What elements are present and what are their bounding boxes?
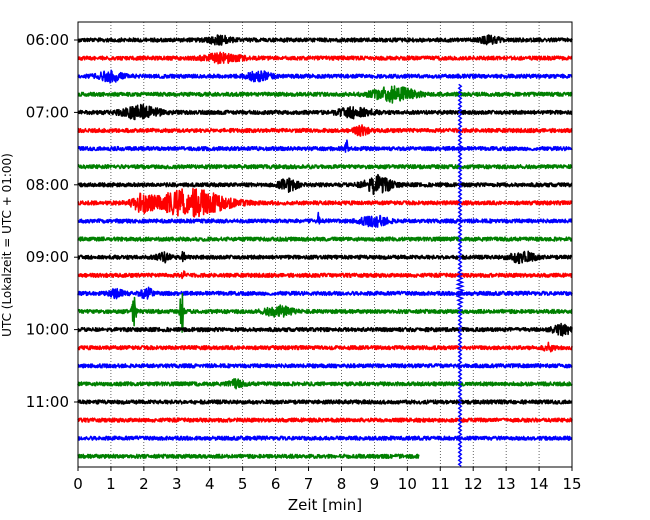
trace-07:00: [77, 103, 573, 121]
y-axis-label: UTC (Lokalzeit = UTC + 01:00): [0, 153, 14, 337]
trace-06:15: [77, 51, 573, 65]
trace-10:30: [77, 363, 573, 369]
x-tick-label: 8: [337, 475, 347, 493]
x-tick-label: 11: [431, 475, 450, 493]
grid-lines: [110, 22, 540, 467]
x-axis-ticks: 0 1 2 3 4 5 6 7 8 9 10 11 12 13 14 15: [73, 467, 582, 493]
x-tick-label: 7: [304, 475, 314, 493]
x-tick-label: 6: [271, 475, 281, 493]
trace-09:45: [77, 292, 573, 333]
x-tick-label: 5: [238, 475, 248, 493]
trace-11:15: [77, 417, 573, 423]
trace-09:15: [77, 270, 573, 280]
x-tick-label: 14: [530, 475, 549, 493]
x-tick-label: 12: [464, 475, 483, 493]
trace-10:00: [77, 322, 573, 337]
x-tick-label: 3: [172, 475, 182, 493]
plot-frame: [77, 21, 573, 468]
trace-11:45: [77, 453, 420, 459]
trace-07:30: [77, 139, 573, 153]
trace-08:30: [77, 211, 573, 228]
x-tick-label: 10: [398, 475, 417, 493]
x-tick-label: 15: [562, 475, 581, 493]
x-axis-label: Zeit [min]: [288, 496, 362, 514]
x-tick-label: 9: [370, 475, 380, 493]
trace-10:15: [77, 341, 573, 353]
x-tick-label: 4: [205, 475, 215, 493]
y-tick-label: 10:00: [26, 321, 69, 339]
trace-10:45: [77, 378, 573, 390]
spike-trace: [455, 83, 466, 467]
x-tick-label: 0: [73, 475, 83, 493]
x-tick-label: 13: [497, 475, 516, 493]
x-tick-label: 2: [139, 475, 149, 493]
y-axis-ticks: 06:00 07:00 08:00 09:00 10:00 11:00: [26, 31, 78, 411]
y-tick-label: 08:00: [26, 176, 69, 194]
y-tick-label: 09:00: [26, 248, 69, 266]
trace-07:45: [77, 164, 573, 170]
trace-07:15: [77, 124, 573, 137]
trace-11:00: [77, 399, 573, 405]
trace-06:45: [77, 85, 573, 104]
spike-line: [455, 83, 466, 467]
x-tick-label: 1: [106, 475, 116, 493]
y-tick-label: 11:00: [26, 393, 69, 411]
trace-11:30: [77, 435, 573, 441]
trace-09:00: [77, 250, 573, 265]
trace-08:00: [77, 173, 573, 195]
trace-08:15: [77, 187, 573, 218]
trace-09:30: [77, 286, 573, 300]
y-tick-label: 06:00: [26, 31, 69, 49]
trace-08:45: [77, 236, 573, 242]
trace-06:00: [77, 34, 573, 46]
seismic-traces: [77, 34, 573, 459]
trace-06:30: [77, 69, 573, 84]
y-tick-label: 07:00: [26, 103, 69, 121]
